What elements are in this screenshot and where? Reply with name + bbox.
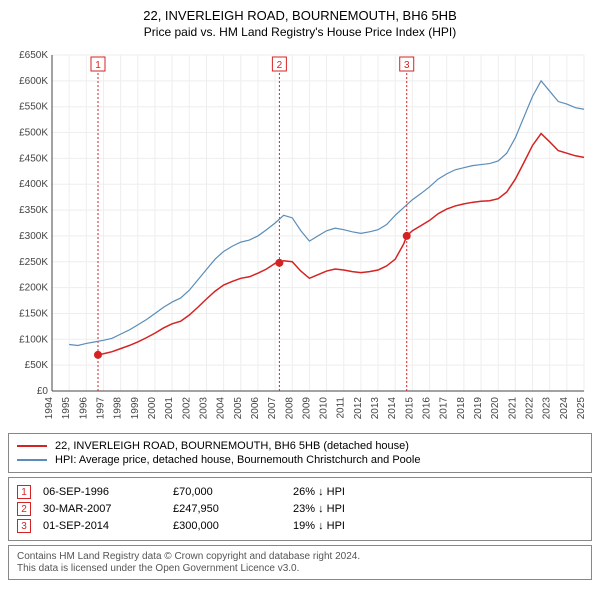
- svg-text:2023: 2023: [542, 397, 553, 420]
- svg-text:3: 3: [404, 60, 410, 71]
- sale-diff: 26% ↓ HPI: [293, 486, 413, 498]
- sale-price: £300,000: [173, 520, 293, 532]
- svg-text:2018: 2018: [456, 397, 467, 420]
- svg-text:2019: 2019: [473, 397, 484, 420]
- svg-text:2014: 2014: [387, 397, 398, 420]
- svg-text:£500K: £500K: [19, 128, 48, 139]
- svg-text:1995: 1995: [61, 397, 72, 420]
- legend-swatch: [17, 459, 47, 461]
- footer-line-2: This data is licensed under the Open Gov…: [17, 563, 583, 574]
- svg-text:2009: 2009: [301, 397, 312, 420]
- svg-text:£200K: £200K: [19, 283, 48, 294]
- svg-text:£550K: £550K: [19, 102, 48, 113]
- legend-row: HPI: Average price, detached house, Bour…: [17, 454, 583, 466]
- svg-text:£450K: £450K: [19, 153, 48, 164]
- legend-row: 22, INVERLEIGH ROAD, BOURNEMOUTH, BH6 5H…: [17, 440, 583, 452]
- chart-area: £0 £50K £100K £150K £200K £250K £300K £350K £400…: [8, 47, 592, 427]
- svg-text:1: 1: [95, 60, 101, 71]
- sale-diff: 23% ↓ HPI: [293, 503, 413, 515]
- svg-text:2001: 2001: [164, 397, 175, 420]
- svg-text:1997: 1997: [95, 397, 106, 420]
- svg-text:£400K: £400K: [19, 179, 48, 190]
- chart-svg: £0 £50K £100K £150K £200K £250K £300K £350K £400…: [8, 47, 592, 427]
- svg-text:£100K: £100K: [19, 334, 48, 345]
- svg-text:2004: 2004: [216, 397, 227, 420]
- svg-text:2005: 2005: [233, 397, 244, 420]
- svg-text:2007: 2007: [267, 397, 278, 420]
- svg-text:£350K: £350K: [19, 205, 48, 216]
- svg-text:2003: 2003: [198, 397, 209, 420]
- sale-marker: 1: [17, 485, 31, 499]
- svg-text:£250K: £250K: [19, 257, 48, 268]
- svg-text:2021: 2021: [507, 397, 518, 420]
- legend: 22, INVERLEIGH ROAD, BOURNEMOUTH, BH6 5H…: [8, 433, 592, 473]
- svg-text:1994: 1994: [44, 397, 55, 420]
- legend-label: 22, INVERLEIGH ROAD, BOURNEMOUTH, BH6 5H…: [55, 440, 409, 452]
- svg-text:2011: 2011: [336, 397, 347, 419]
- svg-text:2024: 2024: [559, 397, 570, 420]
- legend-swatch: [17, 445, 47, 447]
- svg-text:2010: 2010: [319, 397, 330, 420]
- svg-text:£300K: £300K: [19, 231, 48, 242]
- sales-table: 1 06-SEP-1996£70,00026% ↓ HPI 2 30-MAR-2007…: [8, 477, 592, 541]
- chart-subtitle: Price paid vs. HM Land Registry's House …: [8, 25, 592, 39]
- svg-text:£50K: £50K: [25, 360, 49, 371]
- svg-text:2: 2: [277, 60, 283, 71]
- svg-text:2002: 2002: [181, 397, 192, 420]
- svg-text:£650K: £650K: [19, 50, 48, 61]
- sale-date: 01-SEP-2014: [43, 520, 173, 532]
- svg-text:£150K: £150K: [19, 308, 48, 319]
- sale-price: £70,000: [173, 486, 293, 498]
- svg-text:2025: 2025: [576, 397, 587, 420]
- svg-text:1998: 1998: [113, 397, 124, 420]
- svg-text:2006: 2006: [250, 397, 261, 420]
- svg-text:2013: 2013: [370, 397, 381, 420]
- svg-text:2012: 2012: [353, 397, 364, 420]
- svg-text:2000: 2000: [147, 397, 158, 420]
- sale-marker: 3: [17, 519, 31, 533]
- chart-title: 22, INVERLEIGH ROAD, BOURNEMOUTH, BH6 5H…: [8, 8, 592, 23]
- svg-text:2008: 2008: [284, 397, 295, 420]
- svg-text:2017: 2017: [439, 397, 450, 420]
- svg-text:1999: 1999: [130, 397, 141, 420]
- legend-label: HPI: Average price, detached house, Bour…: [55, 454, 420, 466]
- svg-text:2015: 2015: [404, 397, 415, 420]
- sales-row: 3 01-SEP-2014£300,00019% ↓ HPI: [17, 519, 583, 533]
- svg-text:£600K: £600K: [19, 76, 48, 87]
- sale-date: 30-MAR-2007: [43, 503, 173, 515]
- sale-diff: 19% ↓ HPI: [293, 520, 413, 532]
- svg-text:1996: 1996: [78, 397, 89, 420]
- svg-text:2022: 2022: [525, 397, 536, 420]
- footer-attribution: Contains HM Land Registry data © Crown c…: [8, 545, 592, 580]
- svg-text:2020: 2020: [490, 397, 501, 420]
- sales-row: 1 06-SEP-1996£70,00026% ↓ HPI: [17, 485, 583, 499]
- sales-row: 2 30-MAR-2007£247,95023% ↓ HPI: [17, 502, 583, 516]
- footer-line-1: Contains HM Land Registry data © Crown c…: [17, 551, 583, 562]
- sale-date: 06-SEP-1996: [43, 486, 173, 498]
- sale-price: £247,950: [173, 503, 293, 515]
- sale-marker: 2: [17, 502, 31, 516]
- svg-text:2016: 2016: [422, 397, 433, 420]
- svg-text:£0: £0: [37, 386, 49, 397]
